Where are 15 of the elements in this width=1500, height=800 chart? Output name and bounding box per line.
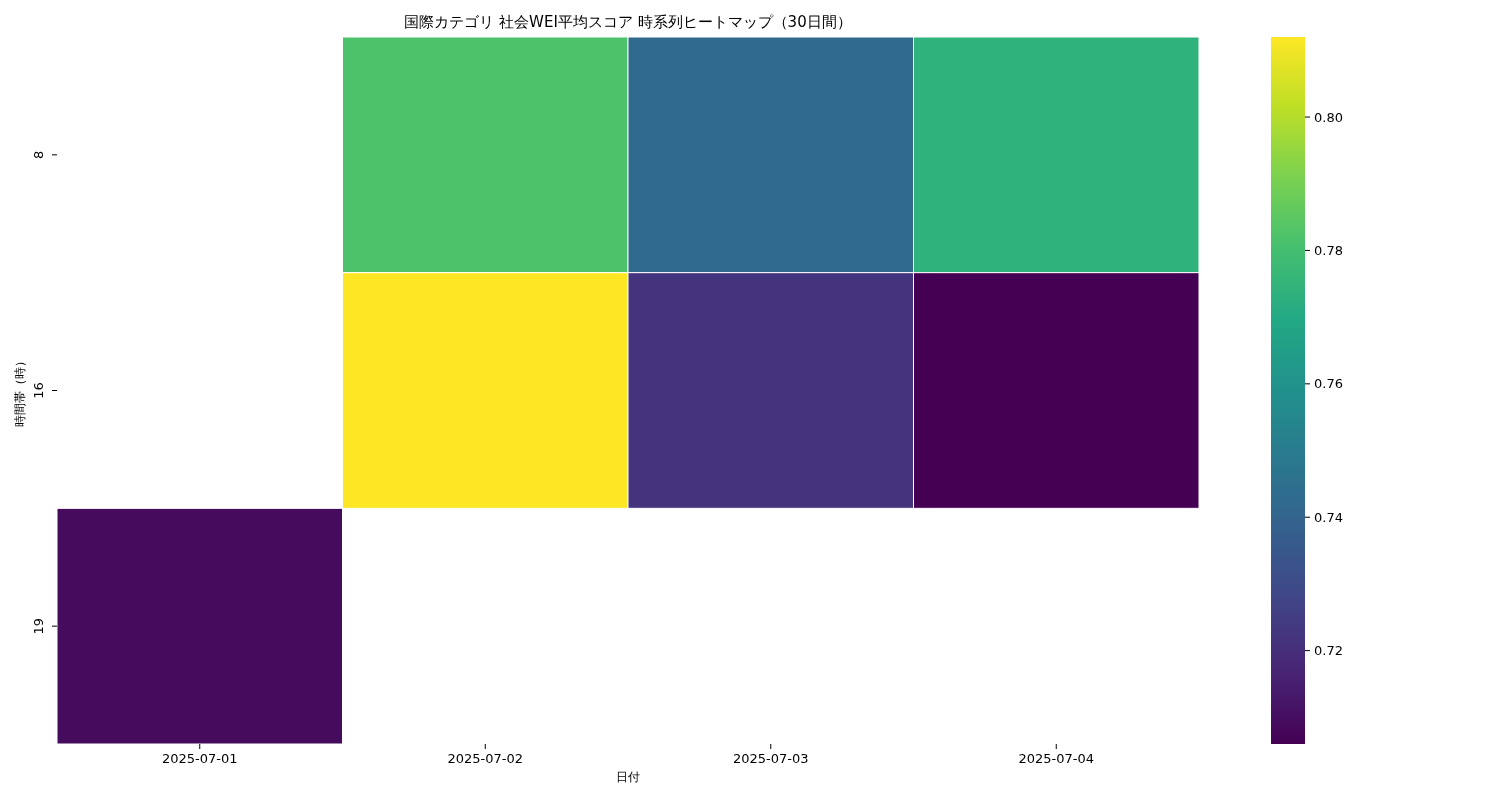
y-tick-label: 19 — [31, 617, 46, 635]
x-axis-title: 日付 — [616, 770, 640, 784]
color-bar-label: 0.74 — [1314, 509, 1343, 525]
y-tick-label: 8 — [31, 150, 46, 159]
color-bar-label: 0.78 — [1314, 242, 1343, 258]
color-bar-label: 0.72 — [1314, 643, 1343, 659]
x-tick-label: 2025-07-01 — [161, 751, 238, 766]
x-tick-label: 2025-07-04 — [1018, 751, 1095, 766]
x-tick-label: 2025-07-03 — [732, 751, 809, 766]
y-tick-label: 16 — [31, 382, 46, 399]
color-bar-label: 0.76 — [1314, 376, 1343, 392]
color-bar-label: 0.80 — [1314, 109, 1343, 125]
y-axis-title: 時間帯（時） — [13, 354, 27, 427]
chart-title: 国際カテゴリ 社会WEI平均スコア 時系列ヒートマップ（30日間） — [404, 13, 852, 31]
x-tick-label: 2025-07-02 — [447, 751, 524, 766]
